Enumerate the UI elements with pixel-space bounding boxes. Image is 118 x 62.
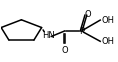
- Text: OH: OH: [101, 37, 114, 46]
- Text: P: P: [79, 26, 84, 36]
- Text: OH: OH: [101, 16, 114, 25]
- Text: HN: HN: [42, 31, 55, 40]
- Text: O: O: [85, 10, 91, 19]
- Text: O: O: [61, 46, 68, 55]
